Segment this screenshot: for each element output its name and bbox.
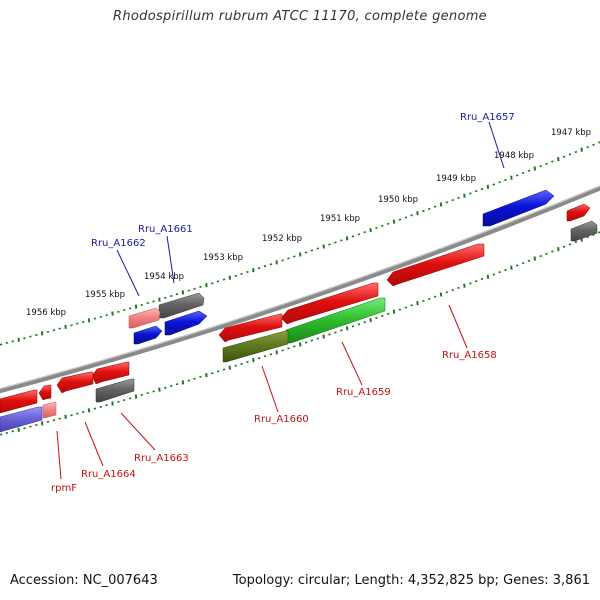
gene-rru-a1660[interactable] xyxy=(218,313,289,363)
scale-label-1953: 1953 kbp xyxy=(203,253,243,263)
label-rru-a1664[interactable]: Rru_A1664 xyxy=(81,469,136,480)
genome-summary-text: Topology: circular; Length: 4,352,825 bp… xyxy=(232,573,590,588)
genome-backbone xyxy=(0,185,600,394)
scale-labels: 1947 kbp 1948 kbp 1949 kbp 1950 kbp 1951… xyxy=(26,128,591,318)
label-rru-a1662[interactable]: Rru_A1662 xyxy=(91,238,146,249)
label-leader-lines xyxy=(56,121,505,480)
label-rru-a1659[interactable]: Rru_A1659 xyxy=(336,387,391,398)
label-rru-a1657[interactable]: Rru_A1657 xyxy=(460,112,515,123)
label-rpmf[interactable]: rpmF xyxy=(51,483,77,494)
gene-left-edge-purple[interactable] xyxy=(0,406,43,433)
gene-rpmf[interactable] xyxy=(38,384,57,419)
scale-label-1947: 1947 kbp xyxy=(551,128,591,138)
label-rru-a1661[interactable]: Rru_A1661 xyxy=(138,224,193,235)
gene-forward-blue-small[interactable] xyxy=(164,310,208,336)
gene-rru-a1664[interactable] xyxy=(56,371,94,394)
scale-label-1948: 1948 kbp xyxy=(494,151,534,161)
label-rru-a1663[interactable]: Rru_A1663 xyxy=(134,453,189,464)
scale-ticks xyxy=(0,141,600,436)
genome-backbone-highlight xyxy=(0,185,600,390)
gene-left-edge-red[interactable] xyxy=(0,389,38,414)
scale-label-1952: 1952 kbp xyxy=(262,234,302,244)
gene-rru-a1658[interactable] xyxy=(386,243,485,287)
gene-right-edge-red[interactable] xyxy=(566,203,591,222)
scale-label-1951: 1951 kbp xyxy=(320,214,360,224)
accession-text: Accession: NC_007643 xyxy=(10,573,158,588)
forward-strand-genes xyxy=(128,189,598,345)
gene-rru-a1659[interactable] xyxy=(280,282,386,344)
scale-label-1949: 1949 kbp xyxy=(436,174,476,184)
reverse-strand-genes xyxy=(0,243,485,433)
gene-rru-a1662[interactable] xyxy=(128,307,161,329)
label-rru-a1658[interactable]: Rru_A1658 xyxy=(442,350,497,361)
scale-label-1955: 1955 kbp xyxy=(85,290,125,300)
gene-rru-a1663[interactable] xyxy=(91,361,135,403)
scale-label-1950: 1950 kbp xyxy=(378,195,418,205)
map-title: Rhodospirillum rubrum ATCC 11170, comple… xyxy=(113,9,487,24)
gene-rru-a1657[interactable] xyxy=(482,189,555,227)
scale-label-1954: 1954 kbp xyxy=(144,272,184,282)
gene-labels: Rru_A1657 Rru_A1661 Rru_A1662 Rru_A1658 … xyxy=(51,112,515,494)
label-rru-a1660[interactable]: Rru_A1660 xyxy=(254,414,309,425)
scale-label-1956: 1956 kbp xyxy=(26,308,66,318)
gene-forward-blue-tiny[interactable] xyxy=(133,325,163,345)
gene-right-edge-gray[interactable] xyxy=(570,220,598,242)
